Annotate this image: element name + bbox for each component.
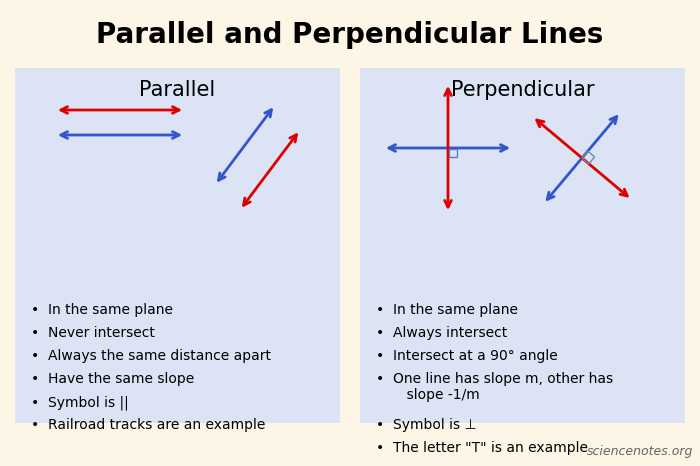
Text: •  Always the same distance apart: • Always the same distance apart — [31, 349, 271, 363]
Text: •  Railroad tracks are an example: • Railroad tracks are an example — [31, 418, 265, 432]
Text: •  Never intersect: • Never intersect — [31, 326, 155, 340]
Text: •  Symbol is ⊥: • Symbol is ⊥ — [376, 418, 477, 432]
Text: Parallel and Perpendicular Lines: Parallel and Perpendicular Lines — [97, 21, 603, 49]
Text: •  One line has slope m, other has
       slope -1/m: • One line has slope m, other has slope … — [376, 372, 613, 402]
Bar — [360, 68, 685, 423]
Bar — [449, 149, 457, 157]
Bar — [15, 68, 340, 423]
Text: •  The letter "T" is an example: • The letter "T" is an example — [376, 441, 588, 455]
Text: •  Always intersect: • Always intersect — [376, 326, 508, 340]
Text: •  In the same plane: • In the same plane — [376, 303, 518, 317]
Text: Perpendicular: Perpendicular — [451, 80, 594, 100]
Text: •  In the same plane: • In the same plane — [31, 303, 173, 317]
Text: sciencenotes.org: sciencenotes.org — [587, 445, 693, 458]
Text: •  Have the same slope: • Have the same slope — [31, 372, 195, 386]
Text: •  Symbol is ||: • Symbol is || — [31, 395, 129, 410]
Text: Parallel: Parallel — [139, 80, 216, 100]
Text: •  Intersect at a 90° angle: • Intersect at a 90° angle — [376, 349, 558, 363]
